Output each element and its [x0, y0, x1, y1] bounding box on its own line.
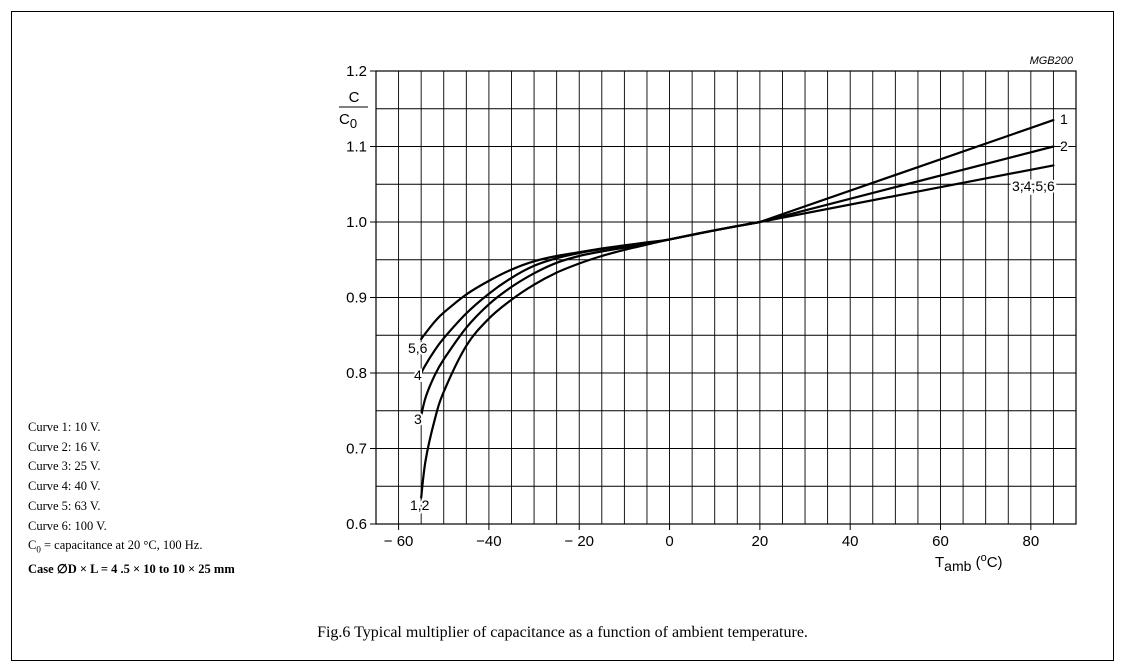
series-line [420, 220, 761, 341]
series-line [758, 119, 1055, 224]
figure-code: MGB200 [1030, 55, 1074, 67]
figure-frame [11, 11, 1114, 661]
x-tick-label: −40 [476, 533, 501, 550]
series-label: 1,2 [410, 497, 430, 513]
y-axis-label-num: C [349, 89, 360, 106]
series-label: 1 [1060, 111, 1068, 127]
x-tick-label: 40 [842, 533, 859, 550]
series-line [420, 220, 761, 499]
y-tick-label: 0.6 [346, 516, 367, 533]
series-label: 2 [1060, 138, 1068, 154]
x-tick-label: 20 [752, 533, 769, 550]
y-axis-label-den: C0 [339, 111, 357, 131]
x-tick-label: − 20 [564, 533, 594, 550]
series-label: 3 [414, 411, 422, 427]
note-curve-3: Curve 3: 25 V. [28, 459, 101, 474]
note-c0-symbol: C [28, 538, 37, 553]
series-label: 4 [414, 367, 422, 383]
x-tick-label: 0 [665, 533, 673, 550]
series-line [758, 164, 1055, 224]
curve-notes: Curve 1: 10 V. Curve 2: 16 V. Curve 3: 2… [28, 418, 235, 580]
y-tick-label: 1.0 [346, 214, 367, 231]
note-c0-subscript: 0 [36, 544, 41, 555]
note-c0: C0 = capacitance at 20 °C, 100 Hz. [28, 536, 235, 560]
note-curve-6: Curve 6: 100 V. [28, 518, 107, 533]
y-tick-label: 1.1 [346, 139, 367, 156]
note-curve-4: Curve 4: 40 V. [28, 479, 101, 494]
x-tick-label: 60 [932, 533, 949, 550]
figure-caption: Fig.6 Typical multiplier of capacitance … [317, 624, 808, 641]
note-c0-text: = capacitance at 20 °C, 100 Hz. [40, 538, 203, 553]
note-curve-2: Curve 2: 16 V. [28, 439, 101, 454]
series-label: 5,6 [408, 340, 428, 356]
y-tick-label: 0.7 [346, 441, 367, 458]
series-label: 3,4,5,6 [1012, 178, 1055, 194]
y-tick-label: 0.8 [346, 365, 367, 382]
y-tick-label: 0.9 [346, 290, 367, 307]
note-curve-1: Curve 1: 10 V. [28, 420, 101, 434]
series-line [758, 145, 1055, 224]
x-tick-label: − 60 [384, 533, 414, 550]
note-curve-5: Curve 5: 63 V. [28, 498, 101, 513]
x-tick-label: 80 [1022, 533, 1039, 550]
note-case: Case ∅D × L = 4 .5 × 10 to 10 × 25 mm [28, 562, 235, 577]
y-tick-label: 1.2 [346, 63, 367, 80]
x-axis-label: Tamb (oC) [935, 552, 1003, 574]
